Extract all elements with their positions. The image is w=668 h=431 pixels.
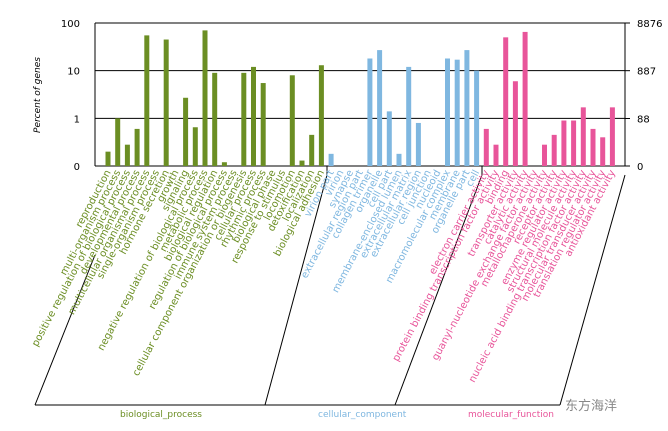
bar: [144, 35, 150, 167]
y2-tick-label: 0: [637, 162, 643, 173]
bar: [464, 50, 470, 166]
y2-tick-label: 887: [637, 67, 656, 78]
bar: [512, 81, 518, 166]
bar: [251, 66, 256, 166]
bar: [105, 151, 111, 166]
bar: [260, 83, 266, 166]
bar: [551, 134, 557, 166]
bar: [609, 107, 615, 166]
bar: [503, 37, 509, 167]
bar: [454, 59, 460, 167]
y-tick-label: 0: [74, 162, 80, 173]
bar: [192, 127, 198, 166]
group-label: molecular_function: [468, 410, 554, 420]
bar: [474, 70, 480, 166]
bar: [318, 65, 324, 166]
bar: [377, 50, 383, 166]
bar: [483, 128, 489, 166]
y2-tick-label: 8876: [637, 19, 662, 30]
bar: [600, 137, 606, 166]
y-tick-label: 1: [74, 114, 80, 125]
bar: [309, 134, 315, 166]
bar: [299, 160, 305, 166]
group-label: cellular_component: [318, 410, 407, 420]
bar: [493, 144, 499, 166]
bar: [328, 153, 334, 166]
bar: [406, 66, 412, 166]
slant-line: [394, 174, 483, 406]
bar: [367, 58, 373, 167]
bar: [134, 128, 140, 166]
bar: [445, 58, 450, 167]
group-label: biological_process: [120, 410, 202, 420]
bar: [571, 120, 577, 166]
bar: [522, 31, 528, 166]
y2-tick-label: 88: [637, 115, 650, 126]
bar: [542, 144, 547, 166]
bar: [386, 111, 392, 166]
bar: [289, 75, 295, 166]
bar: [396, 153, 402, 166]
bar: [241, 72, 247, 166]
slant-line: [34, 254, 96, 406]
y-tick-label: 100: [61, 19, 80, 30]
bar: [212, 72, 218, 166]
bar: [115, 118, 121, 166]
watermark: 东方海洋: [565, 398, 617, 414]
y-tick-label: 10: [67, 67, 80, 78]
bar: [163, 39, 169, 166]
bar: [561, 120, 567, 166]
slant-line: [559, 174, 626, 406]
bar: [590, 128, 596, 166]
bar: [415, 122, 421, 166]
frame: [34, 23, 626, 406]
bar: [221, 162, 227, 166]
slant-line: [264, 174, 328, 406]
y-axis-label: Percent of genes: [33, 57, 43, 133]
bar: [580, 107, 586, 166]
bar: [183, 97, 189, 166]
bar: [124, 144, 130, 166]
bar: [202, 30, 208, 166]
